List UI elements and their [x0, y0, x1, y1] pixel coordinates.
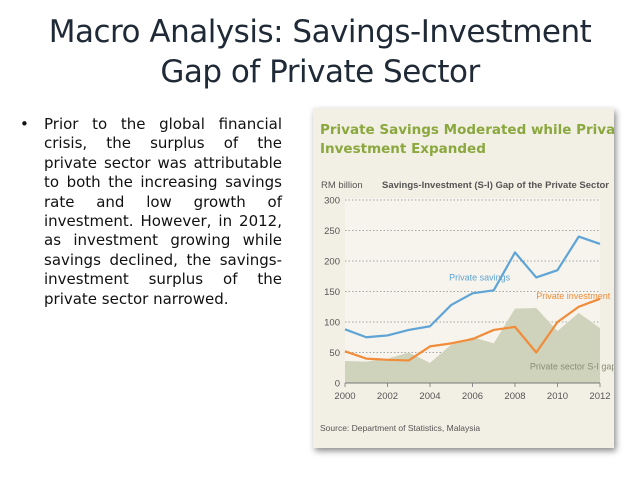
x-tick-label-2012: 2012: [589, 391, 610, 402]
x-tick-label-2006: 2006: [462, 391, 483, 402]
y-axis-label: RM billion: [321, 180, 363, 191]
bullet-point: • Prior to the global financial crisis, …: [20, 115, 282, 309]
y-tick-label-0: 0: [335, 379, 340, 390]
bullet-icon: •: [20, 115, 29, 133]
slide-title-line-1: Macro Analysis: Savings-Investment: [48, 14, 592, 50]
figure-title-line-2: Investment Expanded: [320, 141, 486, 157]
x-tick-label-2008: 2008: [504, 391, 525, 402]
y-tick-label-50: 50: [329, 348, 340, 359]
series-line-private-investment: [344, 297, 601, 362]
slide-title-line-2: Gap of Private Sector: [160, 54, 480, 90]
series-area-si-gap: [345, 307, 600, 383]
source-note: Source: Department of Statistics, Malays…: [320, 423, 480, 433]
x-tick-label-2000: 2000: [334, 391, 355, 402]
y-tick-label-100: 100: [324, 318, 340, 329]
y-tick-label-300: 300: [324, 196, 340, 207]
plot-area: 0 50 100 150 200 250 300 2000 2002 2004 2006 2008 20…: [324, 196, 614, 403]
label-si-gap: Private sector S-I gap: [530, 362, 614, 372]
bullet-text: Prior to the global financial crisis, th…: [44, 115, 282, 308]
y-tick-label-200: 200: [324, 257, 340, 268]
x-tick-label-2004: 2004: [419, 391, 440, 402]
chart-svg: Private Savings Moderated while Private …: [320, 122, 614, 433]
y-tick-label-150: 150: [324, 287, 340, 298]
slide-title: Macro Analysis: Savings-Investment Gap o…: [20, 12, 620, 92]
x-tick-label-2010: 2010: [547, 391, 568, 402]
label-private-savings: Private savings: [449, 273, 511, 283]
chart-subtitle: Savings-Investment (S-I) Gap of the Priv…: [382, 180, 609, 191]
y-tick-label-250: 250: [324, 226, 340, 237]
label-private-investment: Private investment: [536, 291, 611, 301]
figure-title-line-1: Private Savings Moderated while Private: [320, 122, 614, 138]
chart-figure: Private Savings Moderated while Private …: [313, 108, 614, 448]
series-line-private-savings: [344, 235, 601, 339]
x-tick-label-2002: 2002: [377, 391, 398, 402]
